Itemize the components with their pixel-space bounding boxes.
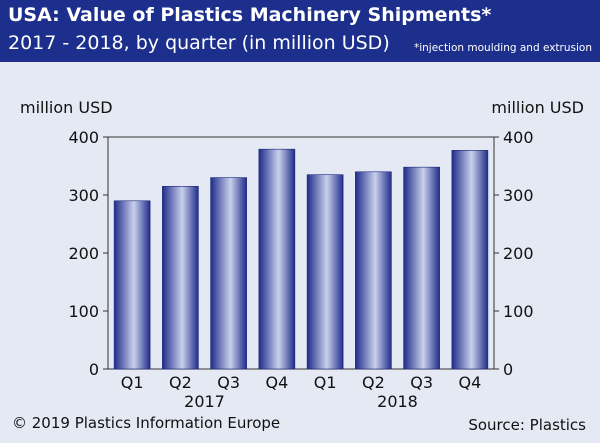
bar-8 [451,150,489,370]
x-tick-label: Q1 [121,373,144,392]
bar-5 [306,174,344,370]
x-tick-label: Q2 [169,373,192,392]
x-group-label: 2017 [184,392,225,411]
x-tick-label: Q4 [458,373,481,392]
y-tick-label-right: 300 [503,186,534,205]
chart-footnote: *injection moulding and extrusion [413,42,592,54]
x-tick-label: Q3 [410,373,433,392]
y-tick-label-left: 100 [68,302,99,321]
bar-3 [210,177,247,370]
bar-7 [403,166,440,370]
source-text: Source: Plastics [468,416,586,434]
x-tick-label: Q3 [217,373,240,392]
x-tick-label: Q2 [362,373,385,392]
y-tick-label-right: 0 [503,360,513,379]
y-axis-title-left: million USD [20,98,113,117]
y-tick-label-left: 300 [68,186,99,205]
y-tick-label-left: 400 [68,128,99,147]
y-tick-label-right: 100 [503,302,534,321]
bar-4 [258,148,296,370]
bar-2 [162,186,199,370]
y-tick-label-right: 200 [503,244,534,263]
chart-title: USA: Value of Plastics Machinery Shipmen… [8,4,492,26]
x-group-label: 2018 [377,392,418,411]
y-tick-label-left: 0 [89,360,99,379]
y-axis-title-right: million USD [491,98,584,117]
bar-6 [355,171,392,370]
chart-subtitle: 2017 - 2018, by quarter (in million USD) [8,32,390,54]
copyright-text: © 2019 Plastics Information Europe [12,414,281,432]
x-tick-label: Q1 [314,373,337,392]
y-tick-label-left: 200 [68,244,99,263]
bar-1 [113,200,151,370]
chart-header: USA: Value of Plastics Machinery Shipmen… [0,0,600,62]
x-tick-label: Q4 [265,373,288,392]
y-tick-label-right: 400 [503,128,534,147]
